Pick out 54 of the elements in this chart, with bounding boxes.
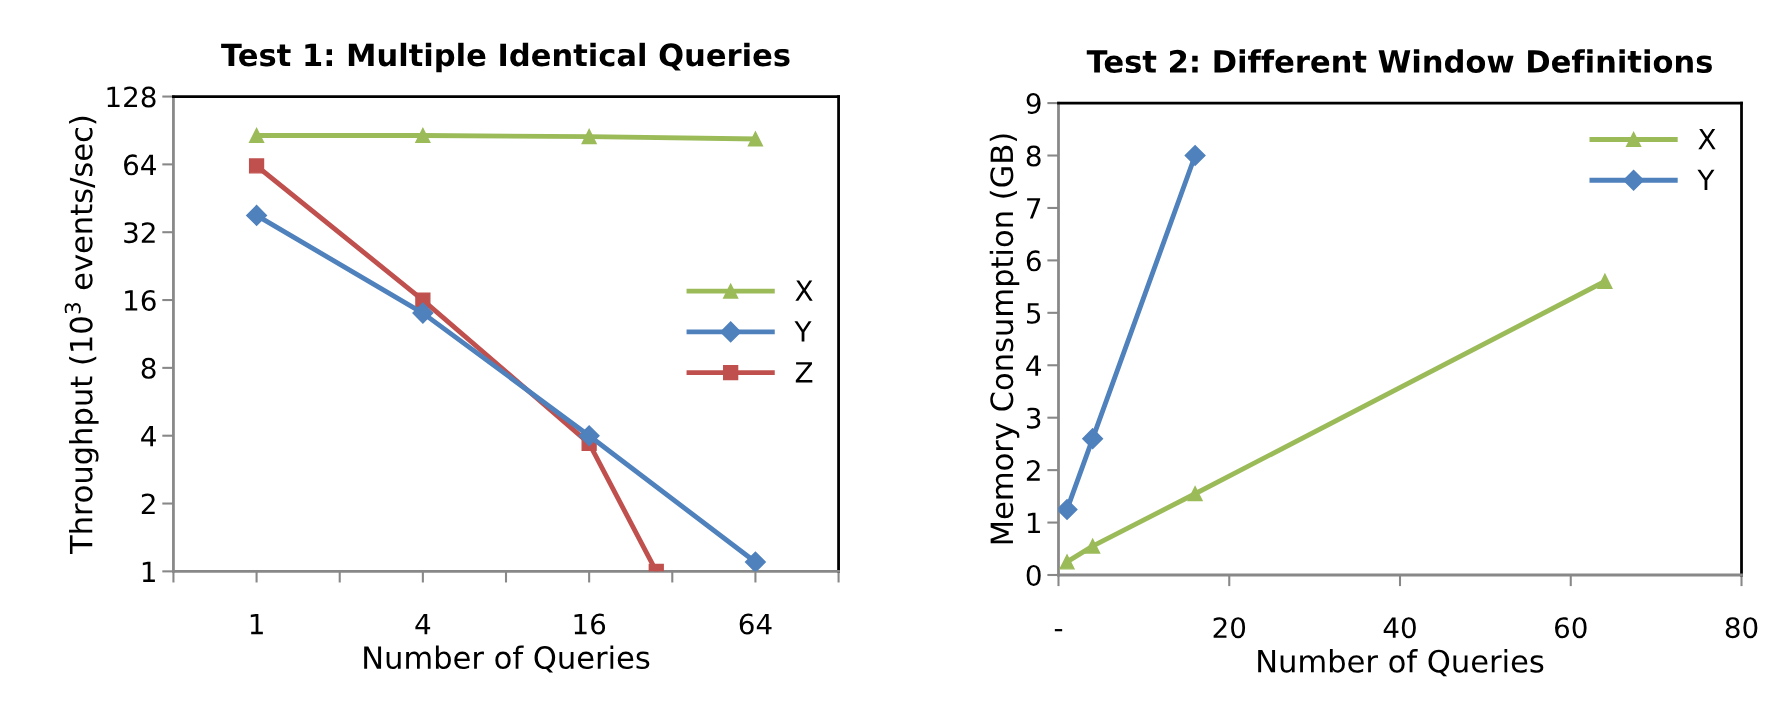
chart-title: Test 2: Different Window Definitions — [1086, 49, 1712, 73]
y-tick-label: 0 — [1026, 564, 1041, 586]
y-tick-label: 8 — [1026, 145, 1041, 167]
x-tick-label: 80 — [1725, 617, 1758, 639]
y-axis-title: Memory Consumption (GB) — [989, 134, 1020, 544]
point — [1085, 538, 1101, 554]
y-tick-label: 4 — [141, 426, 156, 447]
y-axis-title: Throughput (10$^{3}$ events/sec) — [64, 116, 99, 555]
point — [747, 131, 764, 147]
x-tick-label: 40 — [1383, 617, 1416, 639]
x-axis-title: Number of Queries — [1258, 649, 1544, 677]
point — [248, 127, 265, 144]
x-tick-label: - — [1054, 629, 1063, 632]
x-axis-title: Number of Queries — [364, 645, 650, 673]
point — [581, 128, 597, 145]
y-tick-label: 9 — [1026, 93, 1041, 115]
y-tick-label: 64 — [124, 154, 156, 176]
legend-label: Y — [1697, 169, 1715, 190]
y-tick-label: 128 — [107, 86, 156, 108]
point — [1082, 428, 1104, 450]
x-tick-label: 60 — [1555, 617, 1587, 639]
point — [744, 551, 766, 572]
x-tick-label: 1 — [250, 613, 263, 635]
y-tick-label: 32 — [124, 222, 155, 244]
y-tick-label: 2 — [1026, 460, 1040, 481]
legend-label: Y — [794, 321, 812, 342]
y-tick-label: 6 — [1026, 250, 1041, 272]
point — [1058, 498, 1078, 520]
point — [415, 127, 431, 144]
point — [412, 302, 434, 324]
legend-label: X — [1698, 128, 1716, 150]
y-tick-label: 4 — [1026, 355, 1041, 376]
y-tick-label: 1 — [142, 561, 155, 582]
y-tick-label: 7 — [1027, 198, 1041, 219]
x-tick-label: 16 — [574, 613, 606, 635]
x-tick-label: 64 — [739, 613, 772, 635]
y-tick-label: 3 — [1026, 407, 1041, 429]
y-tick-label: 5 — [1026, 303, 1041, 324]
legend-label: Z — [795, 362, 813, 383]
y-tick-label: 8 — [141, 357, 156, 379]
chart-title: Test 1: Multiple Identical Queries — [221, 42, 790, 73]
point — [1187, 486, 1203, 502]
point — [1184, 145, 1206, 167]
y-tick-label: 1 — [1027, 512, 1040, 534]
y-tick-label: 16 — [125, 289, 156, 311]
x-tick-label: 4 — [415, 613, 431, 635]
point — [246, 204, 268, 226]
point — [1059, 554, 1075, 570]
y-tick-label: 2 — [141, 493, 155, 515]
point — [248, 158, 265, 174]
legend-label: X — [795, 280, 813, 301]
x-tick-label: 20 — [1213, 617, 1246, 639]
point — [1597, 273, 1613, 290]
point — [578, 425, 600, 447]
